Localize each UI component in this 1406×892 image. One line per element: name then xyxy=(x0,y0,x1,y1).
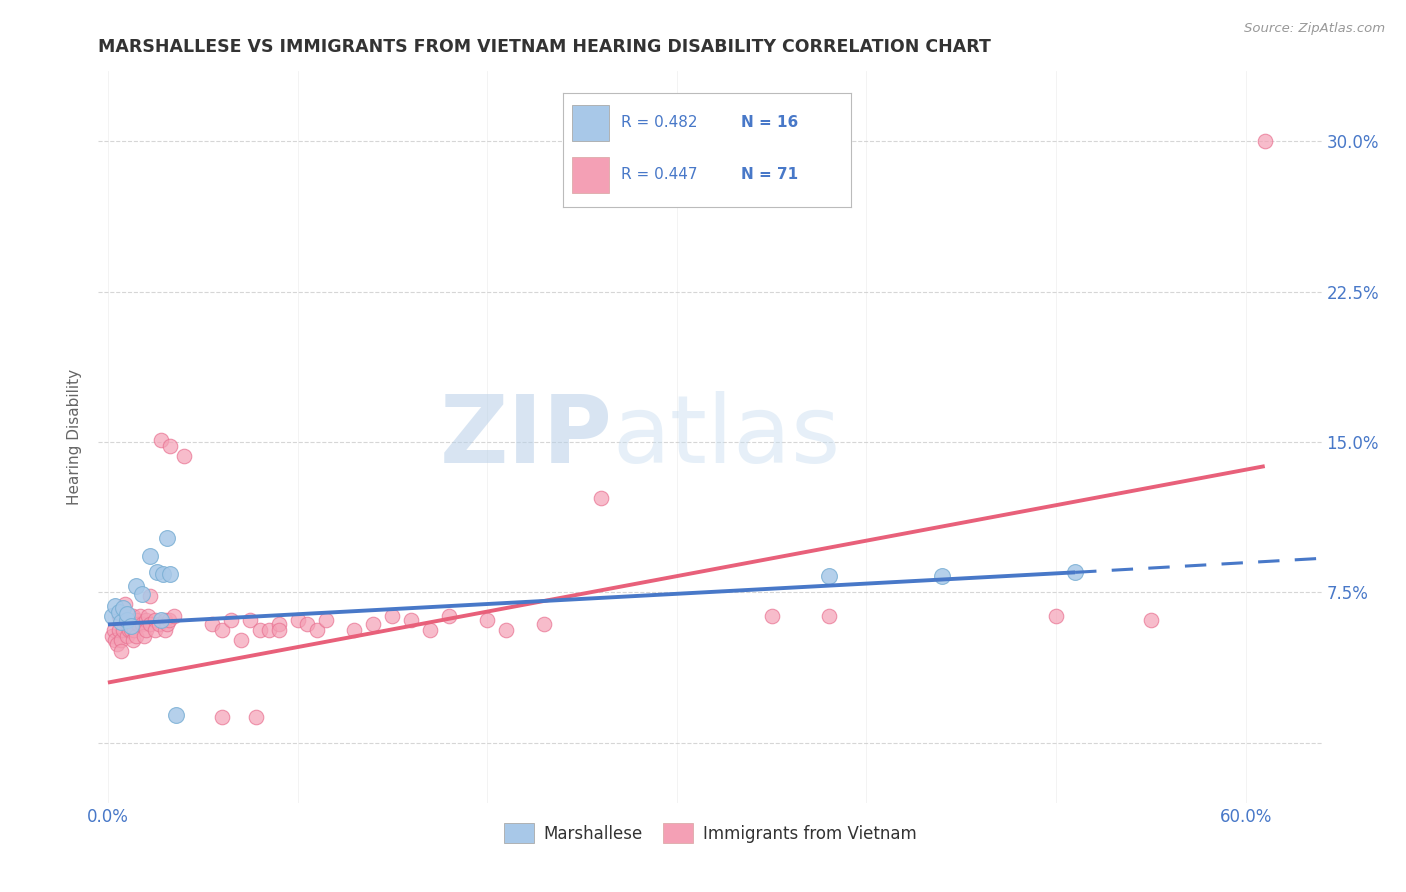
Point xyxy=(817,569,839,583)
Point xyxy=(761,609,783,624)
Point xyxy=(131,617,153,632)
Point xyxy=(129,609,152,624)
Point xyxy=(148,617,170,632)
Point xyxy=(201,617,224,632)
Point xyxy=(401,614,423,628)
Point xyxy=(105,638,128,652)
Point xyxy=(817,609,839,624)
Point xyxy=(143,624,166,638)
Point xyxy=(1140,614,1163,628)
Point xyxy=(120,624,142,638)
Point xyxy=(115,617,138,632)
Point xyxy=(495,624,517,638)
Point xyxy=(125,630,148,644)
Point xyxy=(1064,566,1087,580)
Point xyxy=(229,633,252,648)
Point xyxy=(163,609,186,624)
Point xyxy=(157,614,180,628)
Point xyxy=(112,601,135,615)
Point xyxy=(156,531,179,545)
Point xyxy=(305,624,328,638)
Point xyxy=(257,624,280,638)
Point xyxy=(100,609,122,624)
Point xyxy=(138,617,160,632)
Point xyxy=(211,624,233,638)
Point xyxy=(103,624,125,638)
Point xyxy=(239,614,262,628)
Point xyxy=(124,624,146,638)
Point xyxy=(343,624,366,638)
Point xyxy=(110,643,132,657)
Point xyxy=(315,614,337,628)
Point xyxy=(125,614,148,628)
Point xyxy=(165,707,187,722)
Point xyxy=(125,579,148,593)
Point xyxy=(211,709,233,723)
Point xyxy=(115,607,138,622)
Point xyxy=(104,599,127,614)
Y-axis label: Hearing Disability: Hearing Disability xyxy=(67,369,83,505)
Point xyxy=(439,609,461,624)
Point xyxy=(589,491,612,506)
Point xyxy=(267,624,290,638)
Point xyxy=(533,617,555,632)
Point xyxy=(267,617,290,632)
Legend: Marshallese, Immigrants from Vietnam: Marshallese, Immigrants from Vietnam xyxy=(496,817,924,849)
Point xyxy=(136,609,159,624)
Point xyxy=(100,630,122,644)
Point xyxy=(363,617,385,632)
Point xyxy=(152,567,174,582)
Point xyxy=(112,624,135,638)
Point xyxy=(1254,135,1277,149)
Point xyxy=(153,624,176,638)
Point xyxy=(108,609,131,624)
Point xyxy=(104,633,127,648)
Point xyxy=(381,609,404,624)
Point xyxy=(115,614,138,628)
Point xyxy=(287,614,309,628)
Point xyxy=(150,614,173,628)
Point xyxy=(135,624,157,638)
Text: MARSHALLESE VS IMMIGRANTS FROM VIETNAM HEARING DISABILITY CORRELATION CHART: MARSHALLESE VS IMMIGRANTS FROM VIETNAM H… xyxy=(98,38,991,56)
Point xyxy=(110,615,132,630)
Point xyxy=(118,624,141,638)
Point xyxy=(132,630,155,644)
Point xyxy=(173,449,195,463)
Point xyxy=(112,614,135,628)
Point xyxy=(143,614,166,628)
Point xyxy=(219,614,242,628)
Point xyxy=(931,569,953,583)
Point xyxy=(138,549,160,564)
Point xyxy=(115,630,138,644)
Point xyxy=(150,433,173,447)
Point xyxy=(120,619,142,633)
Point xyxy=(120,617,142,632)
Point xyxy=(127,617,149,632)
Point xyxy=(159,439,181,453)
Point xyxy=(156,617,179,632)
Point xyxy=(110,633,132,648)
Point xyxy=(153,614,176,628)
Point xyxy=(135,614,157,628)
Point xyxy=(159,567,181,582)
Point xyxy=(477,614,499,628)
Point xyxy=(108,606,131,620)
Point xyxy=(114,598,136,612)
Text: ZIP: ZIP xyxy=(439,391,612,483)
Point xyxy=(108,624,131,638)
Point xyxy=(419,624,441,638)
Point xyxy=(249,624,271,638)
Point xyxy=(245,709,267,723)
Text: Source: ZipAtlas.com: Source: ZipAtlas.com xyxy=(1244,22,1385,36)
Point xyxy=(1045,609,1067,624)
Point xyxy=(138,590,160,604)
Point xyxy=(131,587,153,601)
Text: atlas: atlas xyxy=(612,391,841,483)
Point xyxy=(295,617,318,632)
Point xyxy=(121,633,143,648)
Point xyxy=(146,566,169,580)
Point xyxy=(121,609,143,624)
